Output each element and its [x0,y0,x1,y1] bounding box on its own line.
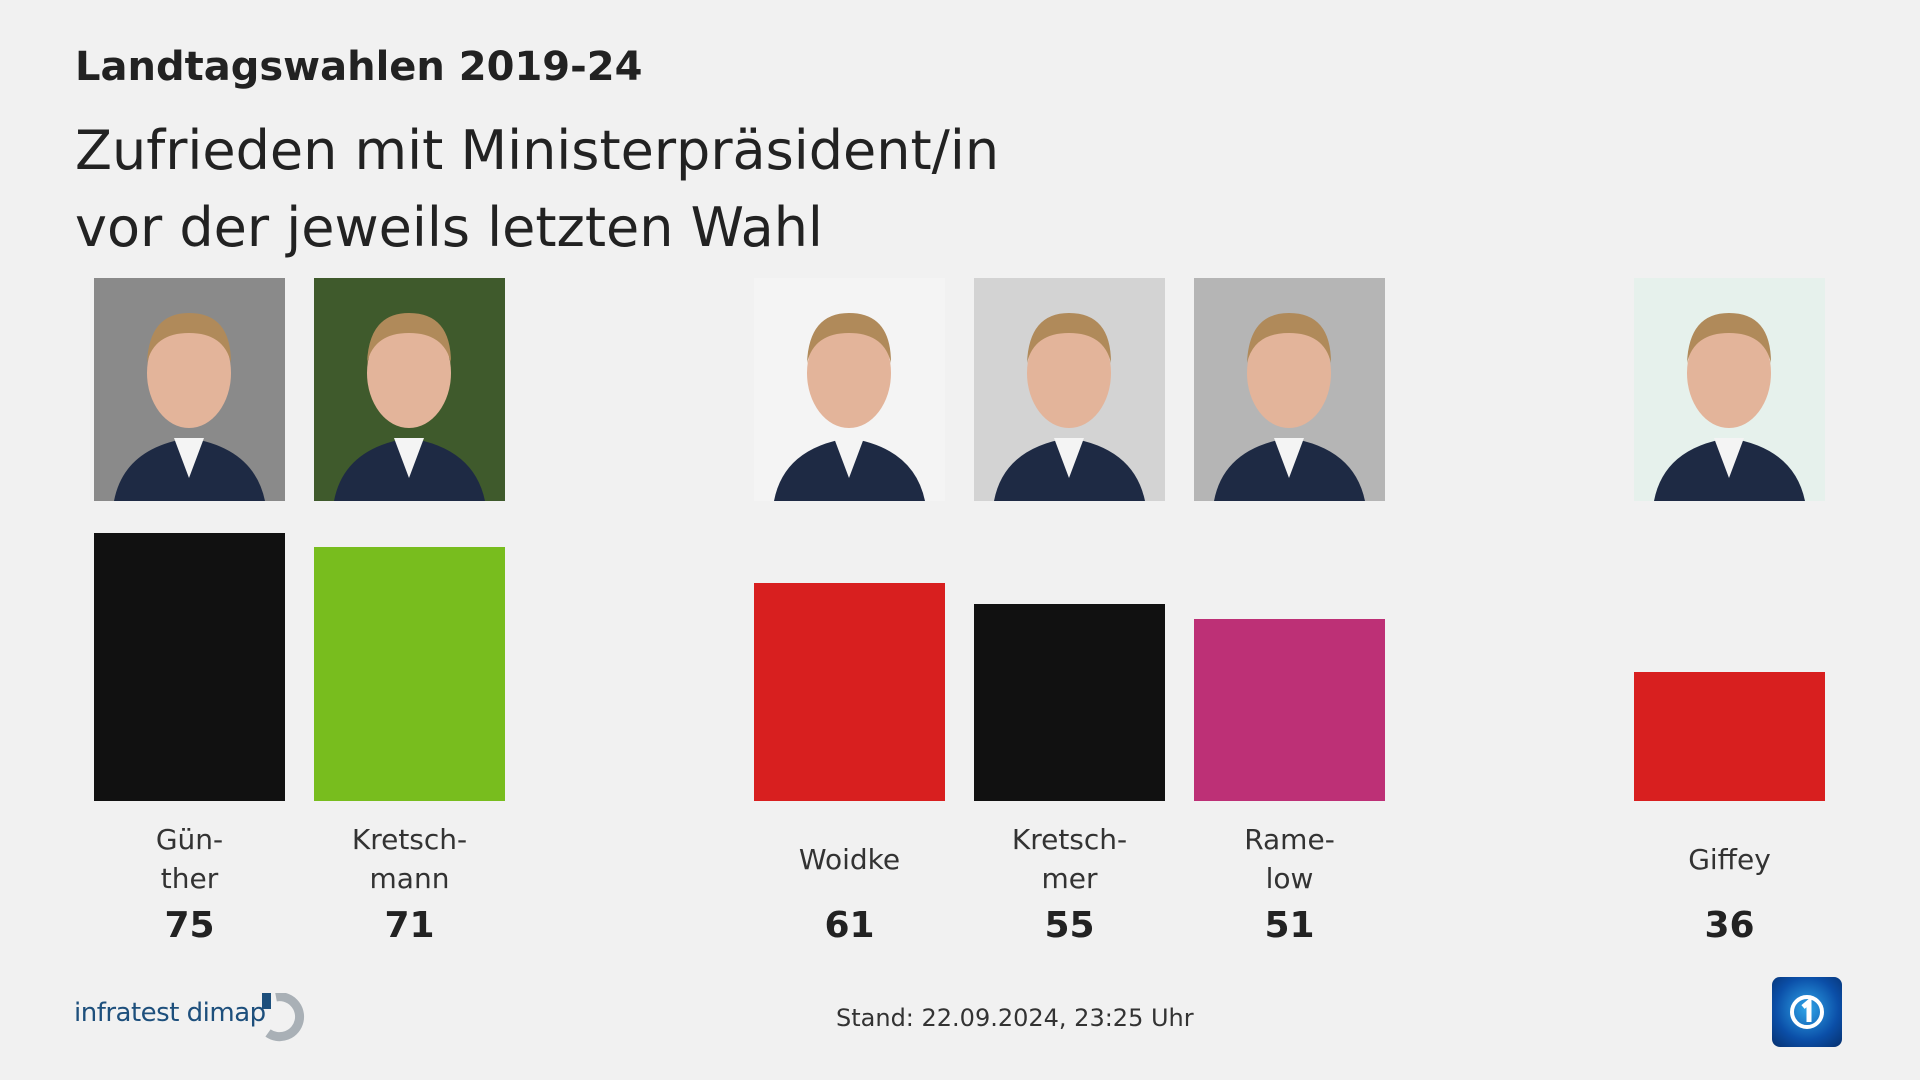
bar-kretschmer [974,604,1165,801]
value-label: 71 [384,905,435,946]
category-label-line: ther [160,862,219,895]
portrait-photo [314,278,505,501]
bar-kretschmann [314,547,505,801]
bar-günther [94,532,285,801]
category-label-line: Woidke [798,843,901,876]
subtitle-line-2: vor der jeweils letzten Wahl [75,196,823,259]
portrait-photo [754,278,945,501]
category-label-line: low [1265,862,1314,895]
category-label-line: Kretsch- [1011,823,1128,856]
portrait-photo [94,278,285,501]
infratest-dimap-logo: infratest dimap [74,998,266,1028]
ard-logo-icon [1772,977,1842,1047]
category-label: Kretsch-mer [974,820,1165,898]
category-label-line: Kretsch- [351,823,468,856]
timestamp: Stand: 22.09.2024, 23:25 Uhr [836,1004,1194,1032]
category-label: Rame-low [1194,820,1385,898]
value-label: 61 [824,905,875,946]
category-label: Gün-ther [94,820,285,898]
category-label-line: Giffey [1688,843,1771,876]
category-label-line: mann [369,862,450,895]
value-label: 51 [1264,905,1315,946]
value-label: 55 [1044,905,1095,946]
portrait-photo [1634,278,1825,501]
bar-woidke [754,582,945,801]
portrait-photo [974,278,1165,501]
value-label: 36 [1704,905,1755,946]
category-label: Woidke [754,840,945,879]
category-label: Kretsch-mann [314,820,505,898]
category-label-line: mer [1041,862,1098,895]
chart-title: Landtagswahlen 2019-24 [75,44,643,90]
value-label: 75 [164,905,215,946]
category-label-line: Rame- [1244,823,1335,856]
bar-ramelow [1194,618,1385,801]
subtitle-line-1: Zufrieden mit Ministerpräsident/in [75,119,1000,182]
category-label: Giffey [1634,840,1825,879]
portrait-photo [1194,278,1385,501]
bar-giffey [1634,672,1825,801]
infratest-dimap-mark-icon [262,993,305,1042]
category-label-line: Gün- [155,823,224,856]
chart-subtitle: Zufrieden mit Ministerpräsident/in vor d… [75,112,1175,266]
